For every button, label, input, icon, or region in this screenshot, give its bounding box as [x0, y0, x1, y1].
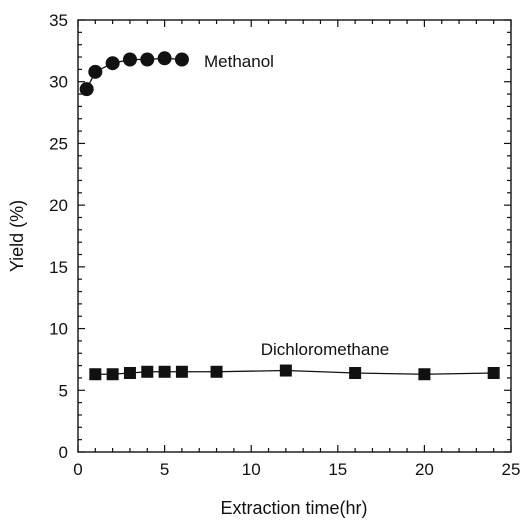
x-tick-label: 0 [73, 460, 82, 479]
data-point-circle [174, 52, 189, 67]
y-tick-label: 5 [59, 381, 68, 400]
y-axis-title: Yield (%) [7, 200, 27, 272]
data-point-square [279, 364, 292, 377]
data-point-square [175, 365, 188, 378]
data-point-square [106, 368, 119, 381]
x-tick-label: 10 [242, 460, 261, 479]
x-tick-label: 20 [415, 460, 434, 479]
x-axis-title: Extraction time(hr) [220, 498, 367, 518]
data-point-square [210, 365, 223, 378]
series-label-1: Dichloromethane [261, 340, 390, 359]
series-layer [79, 51, 500, 381]
data-point-square [89, 368, 102, 381]
x-tick-label: 15 [328, 460, 347, 479]
x-tick-label: 25 [502, 460, 521, 479]
data-point-circle [79, 82, 94, 97]
data-point-square [349, 367, 362, 380]
data-point-circle [88, 64, 103, 79]
x-axis-ticks: 0 5 10 15 20 25 [73, 20, 520, 479]
data-point-square [418, 368, 431, 381]
y-tick-label: 20 [49, 196, 68, 215]
series-line-1 [95, 369, 494, 375]
series-label-layer: Methanol Dichloromethane [204, 52, 389, 359]
data-point-circle [105, 56, 120, 71]
y-tick-label: 35 [49, 11, 68, 30]
y-tick-label: 10 [49, 320, 68, 339]
plot-frame [77, 19, 512, 453]
y-tick-label: 30 [49, 73, 68, 92]
data-point-square [487, 367, 500, 380]
data-point-circle [140, 52, 155, 67]
data-point-circle [122, 52, 137, 67]
data-point-square [158, 365, 171, 378]
y-tick-label: 25 [49, 134, 68, 153]
x-tick-label: 5 [160, 460, 169, 479]
series-label-0: Methanol [204, 52, 274, 71]
y-tick-label: 0 [59, 443, 68, 462]
data-point-circle [157, 51, 172, 66]
y-tick-label: 15 [49, 258, 68, 277]
data-point-square [141, 365, 154, 378]
y-axis-ticks: 0 5 10 15 20 25 30 35 [49, 11, 511, 462]
data-point-square [123, 367, 136, 380]
